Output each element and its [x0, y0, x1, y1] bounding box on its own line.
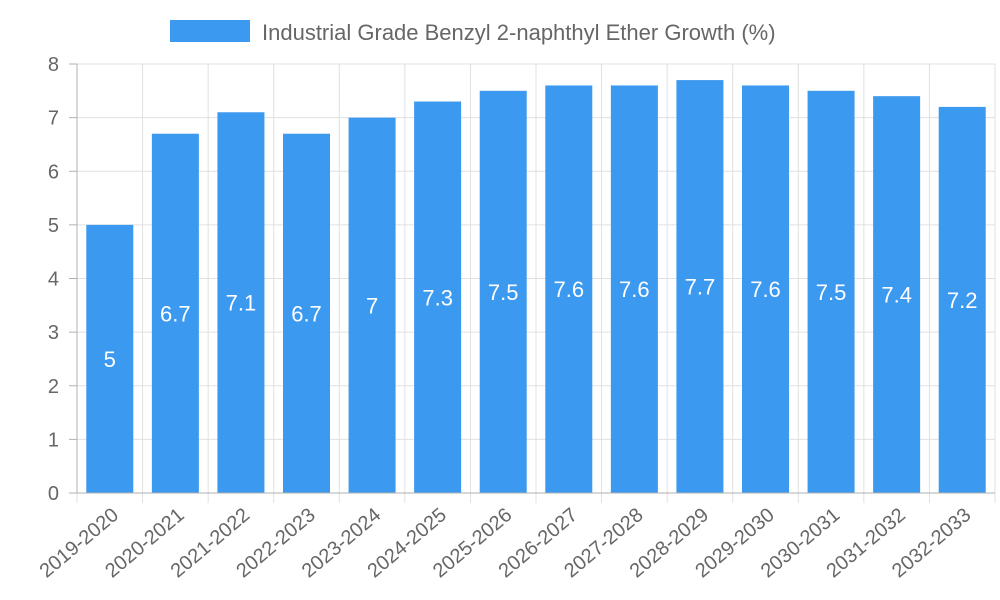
bar-value-label: 7.2: [947, 288, 978, 313]
bar-value-label: 7.1: [226, 291, 257, 316]
bar-value-label: 7.3: [422, 285, 453, 310]
y-tick-label: 5: [48, 215, 59, 237]
bar: [545, 85, 593, 493]
bar-value-label: 7.4: [881, 283, 912, 308]
bar: [348, 117, 396, 493]
bar: [873, 96, 921, 494]
legend-label: Industrial Grade Benzyl 2-naphthyl Ether…: [262, 20, 776, 45]
bar-value-label: 5: [104, 347, 116, 372]
y-tick-label: 4: [48, 269, 59, 291]
bar-value-label: 7.5: [816, 280, 847, 305]
bar: [151, 133, 199, 493]
bar-value-label: 6.7: [160, 301, 191, 326]
y-tick-label: 3: [48, 322, 59, 344]
bar-value-label: 7.5: [488, 280, 519, 305]
data-labels: 5 6.7 7.1 6.7 7 7.3 7.5 7.6 7.6 7.7 7.6 7.5 7.4 7.2: [104, 275, 978, 372]
bar-value-label: 7.6: [553, 277, 584, 302]
y-tick-label: 2: [48, 376, 59, 398]
bars: [86, 80, 986, 494]
y-tick-label: 6: [48, 161, 59, 183]
y-tick-label: 7: [48, 108, 59, 130]
bar: [217, 112, 265, 493]
bar: [676, 80, 724, 494]
bar: [86, 224, 134, 493]
y-tick-label: 1: [48, 429, 59, 451]
bar: [610, 85, 658, 493]
legend: Industrial Grade Benzyl 2-naphthyl Ether…: [170, 20, 776, 45]
bar: [742, 85, 789, 493]
y-tick-label: 8: [48, 54, 59, 76]
axes: [69, 63, 995, 494]
x-axis-ticks: 2019-20202020-20212021-20222022-20232023…: [36, 504, 976, 582]
bar: [479, 90, 527, 493]
bar-value-label: 6.7: [291, 301, 322, 326]
bar: [414, 101, 462, 493]
y-axis-ticks: 0 1 2 3 4 5 6 7 8: [48, 54, 59, 505]
bar: [938, 106, 986, 494]
legend-swatch: [170, 20, 250, 42]
bar-value-label: 7: [366, 293, 378, 318]
gridlines: [76, 63, 996, 503]
bar-value-label: 7.6: [750, 277, 781, 302]
bar: [283, 133, 330, 493]
bar-value-label: 7.6: [619, 277, 650, 302]
bar: [807, 90, 855, 493]
y-tick-label: 0: [48, 483, 59, 505]
bar-value-label: 7.7: [685, 275, 716, 300]
